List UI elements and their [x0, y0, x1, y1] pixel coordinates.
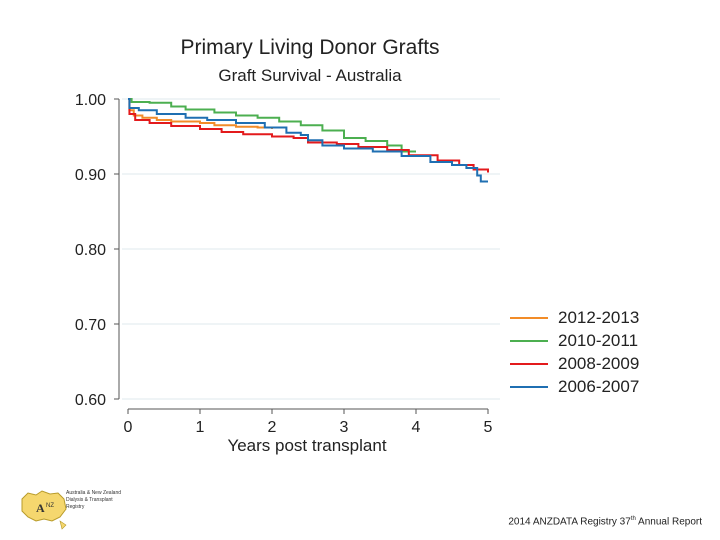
x-tick-label: 3	[340, 419, 349, 436]
footer-caption: 2014 ANZDATA Registry 37th Annual Report	[508, 516, 702, 527]
legend-label: 2010-2011	[558, 330, 639, 350]
legend-swatch	[510, 362, 548, 365]
series-line-2008-2009	[128, 98, 489, 173]
legend-swatch	[510, 385, 548, 388]
x-tick-label: 5	[484, 419, 493, 436]
legend-item: 2010-2011	[510, 329, 639, 352]
x-axis-label: Years post transplant	[227, 436, 386, 455]
series-line-2012-2013	[128, 98, 273, 129]
x-tick-label: 0	[124, 419, 133, 436]
legend-label: 2012-2013	[558, 307, 640, 327]
y-tick-label: 1.00	[75, 92, 106, 109]
tick-labels: 0.60 0.70 0.80 0.90 1.00 0 1 2 3 4 5	[75, 92, 493, 436]
legend-item: 2006-2007	[510, 375, 639, 398]
x-tick-label: 1	[196, 419, 205, 436]
y-tick-label: 0.70	[75, 317, 106, 334]
y-tick-label: 0.60	[75, 392, 106, 409]
legend-label: 2008-2009	[558, 353, 640, 373]
series-line-2010-2011	[128, 98, 416, 153]
legend: 2012-2013 2010-2011 2008-2009 2006-2007	[510, 306, 639, 398]
legend-swatch	[510, 339, 548, 342]
svg-text:A: A	[36, 501, 45, 515]
legend-item: 2008-2009	[510, 352, 639, 375]
footer-prefix: 2014 ANZDATA Registry 37	[508, 516, 631, 528]
chart-title: Primary Living Donor Grafts	[180, 36, 440, 59]
y-tick-label: 0.80	[75, 242, 106, 259]
series-lines	[128, 98, 489, 183]
y-tick-label: 0.90	[75, 167, 106, 184]
series-line-2006-2007	[128, 98, 488, 183]
svg-text:NZ: NZ	[46, 503, 54, 509]
footer-suffix: Annual Report	[635, 516, 702, 528]
x-tick-label: 4	[412, 419, 421, 436]
grid-lines	[122, 98, 500, 400]
anzdata-logo: A NZ	[21, 490, 67, 530]
legend-label: 2006-2007	[558, 376, 640, 396]
x-tick-label: 2	[268, 419, 277, 436]
legend-swatch	[510, 316, 548, 319]
axes	[114, 98, 489, 414]
footer-sup: th	[630, 516, 636, 522]
logo-text: Australia & New Zealand Dialysis & Trans…	[66, 490, 122, 510]
chart-subtitle: Graft Survival - Australia	[218, 66, 402, 85]
legend-item: 2012-2013	[510, 306, 639, 329]
